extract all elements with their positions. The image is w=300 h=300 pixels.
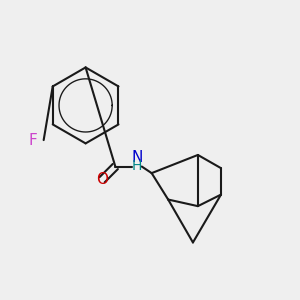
Text: O: O: [96, 172, 108, 187]
Text: N: N: [131, 150, 142, 165]
Text: H: H: [132, 159, 142, 173]
Text: F: F: [28, 133, 37, 148]
